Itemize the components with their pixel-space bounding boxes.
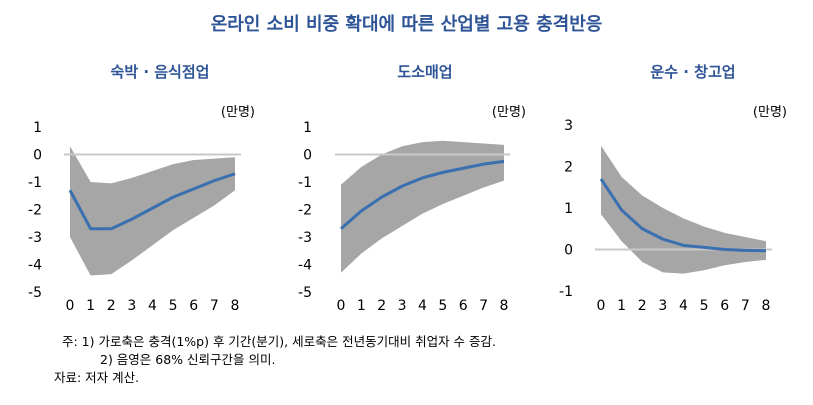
panel-3-ytick-label: 1 (564, 201, 573, 217)
panel-1-xtick-label: 6 (189, 298, 198, 314)
panel-2-response-line-1 (340, 159, 505, 230)
panel-3-ytick-label: -1 (559, 284, 573, 300)
panel-1-unit-label: (만명) (221, 105, 255, 120)
panel-2-ytick-label: 0 (303, 148, 312, 164)
panel-2-ytick-label: -3 (298, 230, 312, 246)
panel-2-xtick-label: 4 (418, 298, 427, 314)
panel-3-xtick-label: 7 (741, 298, 750, 314)
panel-1-ytick-label: -3 (28, 230, 42, 246)
note-2: 2) 음영은 68% 신뢰구간을 의미. (100, 352, 276, 367)
panel-2-ytick-label: 1 (303, 120, 312, 136)
panel-3-xtick-label: 4 (679, 298, 688, 314)
panel-3-xtick-label: 0 (597, 298, 606, 314)
panel-2-ytick-label: -2 (298, 203, 312, 219)
panel-3-xtick-label: 6 (720, 298, 729, 314)
panel-2-ytick-label: -1 (298, 175, 312, 191)
panel-1-confidence-band (70, 146, 235, 276)
panel-3-xtick-label: 5 (700, 298, 709, 314)
panel-2-xtick-label: 0 (337, 298, 346, 314)
panel-3-ytick-label: 0 (564, 243, 573, 259)
panel-title-2: 도소매업 (397, 63, 453, 81)
panel-2-xtick-label: 7 (479, 298, 488, 314)
panel-2-unit-label: (만명) (492, 105, 526, 120)
panel-2-xtick-label: 1 (357, 298, 366, 314)
panel-1-xtick-label: 3 (127, 298, 136, 314)
panel-2-xtick-label: 8 (500, 298, 509, 314)
panel-2-xtick-label: 2 (377, 298, 386, 314)
panel-title-1: 숙박 · 음식점업 (110, 63, 210, 81)
panel-2-xtick-label: 6 (459, 298, 468, 314)
panel-1-response-line-1 (68, 172, 236, 231)
source-note: 자료: 저자 계산. (54, 370, 140, 385)
panel-3-response-line-1 (599, 178, 767, 253)
panel-3-unit-label: (만명) (753, 105, 787, 120)
panel-2-xtick-label: 3 (398, 298, 407, 314)
panel-3-ytick-label: 2 (564, 160, 573, 176)
panel-1-ytick-label: -5 (28, 285, 42, 301)
panel-3-xtick-label: 1 (617, 298, 626, 314)
panel-1-xtick-label: 0 (66, 298, 75, 314)
panel-3-confidence-band (601, 145, 766, 274)
panel-2-ytick-label: -5 (298, 285, 312, 301)
panel-3-xtick-label: 3 (658, 298, 667, 314)
panel-1-ytick-label: 1 (33, 120, 42, 136)
panel-1-xtick-label: 1 (86, 298, 95, 314)
panel-3-xtick-label: 8 (762, 298, 771, 314)
panel-1-ytick-label: -4 (28, 258, 42, 274)
panel-1-ytick-label: -1 (28, 175, 42, 191)
panel-2-ytick-label: -4 (298, 258, 312, 274)
notes: 주: 1) 가로축은 충격(1%p) 후 기간(분기), 세로축은 전년동기대비… (54, 333, 496, 387)
panel-1-xtick-label: 7 (210, 298, 219, 314)
panel-1-xtick-label: 8 (231, 298, 240, 314)
panel-3-ytick-label: 3 (564, 118, 573, 134)
panel-3-xtick-label: 2 (638, 298, 647, 314)
panel-1-xtick-label: 5 (169, 298, 178, 314)
panel-title-3: 운수 · 창고업 (650, 63, 736, 81)
panel-1-xtick-label: 2 (107, 298, 116, 314)
panel-1-ytick-label: 0 (33, 148, 42, 164)
panel-2-xtick-label: 5 (438, 298, 447, 314)
panel-1-ytick-label: -2 (28, 203, 42, 219)
note-1: 주: 1) 가로축은 충격(1%p) 후 기간(분기), 세로축은 전년동기대비… (62, 334, 496, 349)
panel-1-xtick-label: 4 (148, 298, 157, 314)
panel-2-confidence-band (341, 140, 504, 273)
figure-title: 온라인 소비 비중 확대에 따른 산업별 고용 충격반응 (210, 14, 603, 35)
